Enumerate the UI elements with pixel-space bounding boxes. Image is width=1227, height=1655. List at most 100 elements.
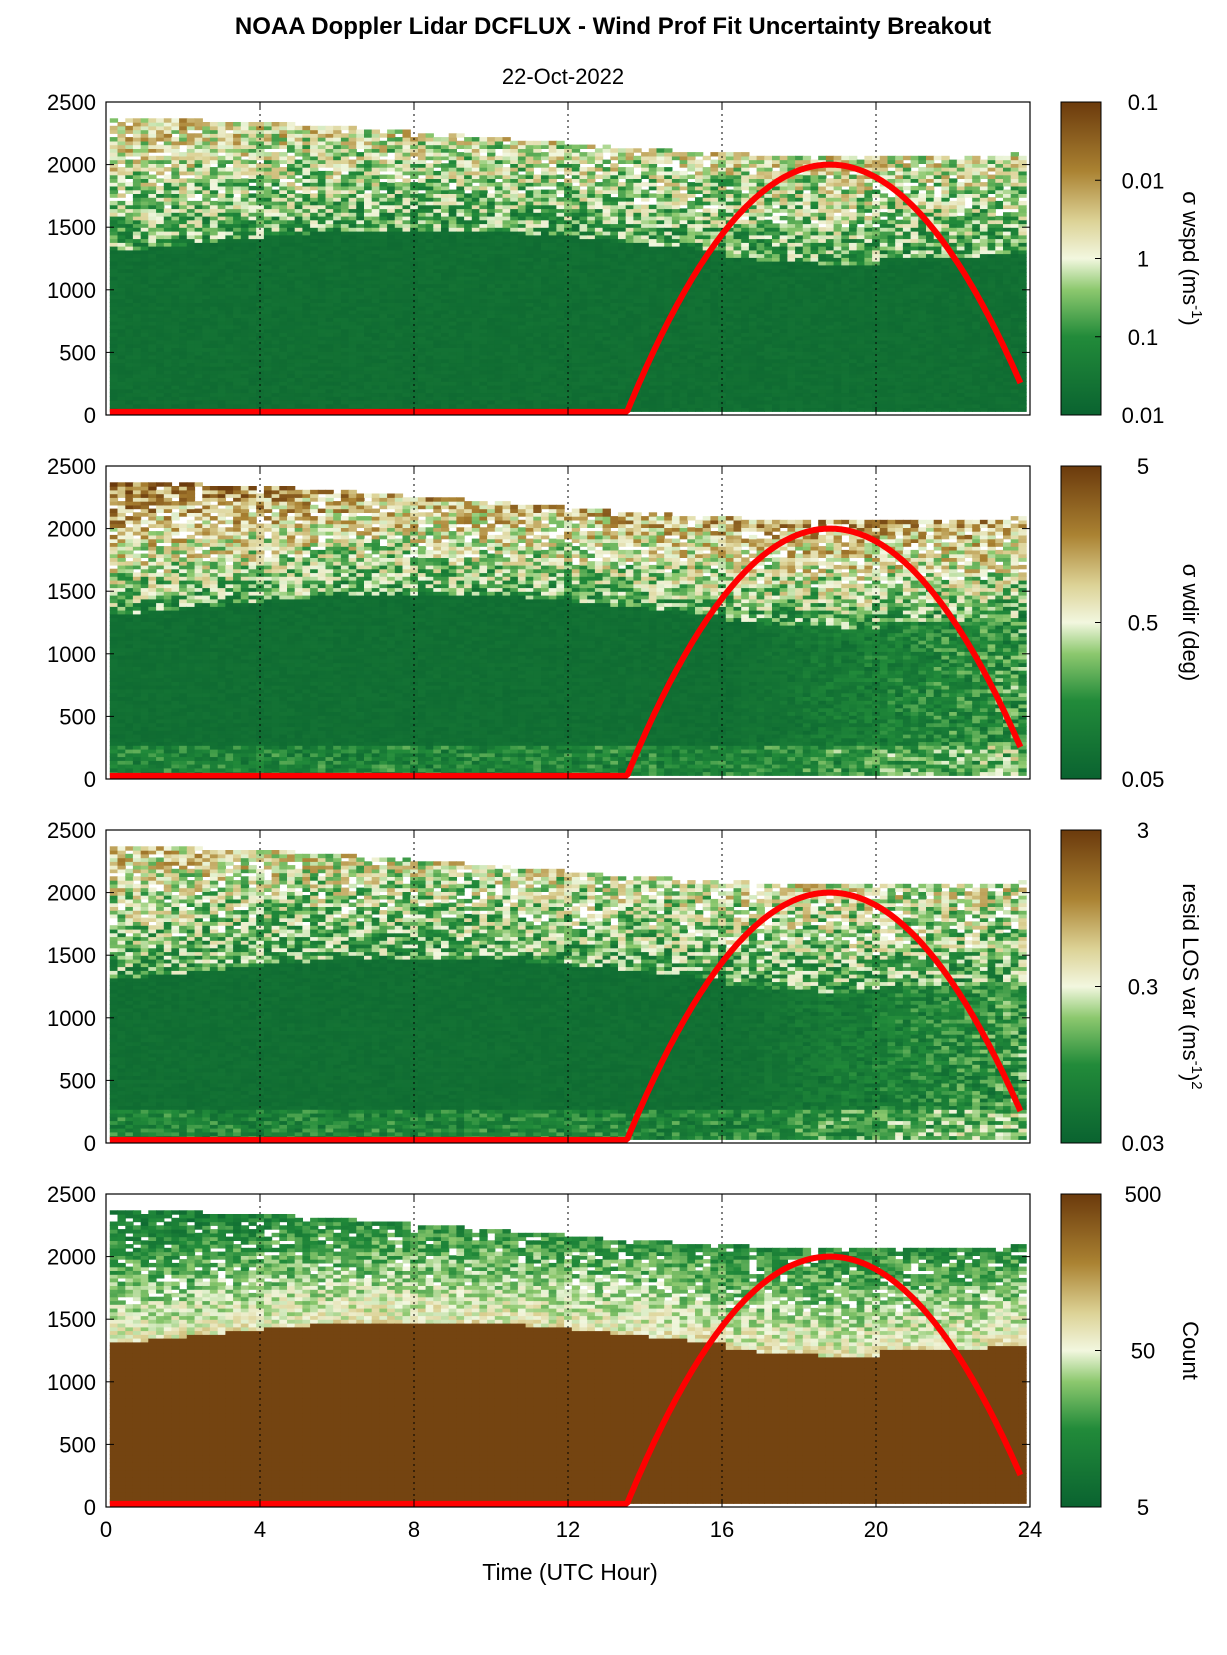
- heatmap-cell: [187, 325, 195, 329]
- heatmap-cell: [118, 306, 126, 310]
- heatmap-cell: [133, 374, 141, 378]
- heatmap-cell: [133, 167, 141, 171]
- heatmap-cell: [202, 212, 210, 216]
- heatmap-cell: [179, 381, 187, 385]
- heatmap-cell: [118, 280, 126, 284]
- heatmap-cell: [218, 366, 226, 370]
- heatmap-cell: [179, 205, 187, 209]
- heatmap-cell: [110, 355, 118, 359]
- heatmap-cell: [156, 246, 164, 250]
- heatmap-cell: [171, 393, 179, 397]
- heatmap-cell: [210, 347, 218, 351]
- heatmap-cell: [195, 239, 203, 243]
- heatmap-cell: [202, 381, 210, 385]
- heatmap-cell: [141, 239, 149, 243]
- heatmap-cell: [156, 220, 164, 224]
- heatmap-cell: [218, 393, 226, 397]
- heatmap-cell: [133, 321, 141, 325]
- heatmap-cell: [187, 299, 195, 303]
- heatmap-cell: [210, 340, 218, 344]
- heatmap-cell: [195, 261, 203, 265]
- heatmap-cell: [118, 366, 126, 370]
- heatmap-cell: [141, 265, 149, 269]
- heatmap-cell: [156, 156, 164, 160]
- heatmap-cell: [125, 160, 133, 164]
- heatmap-cell: [202, 254, 210, 258]
- heatmap-cell: [148, 118, 156, 122]
- heatmap-cell: [179, 254, 187, 258]
- heatmap-cell: [202, 359, 210, 363]
- heatmap-cell: [118, 201, 126, 205]
- heatmap-cell: [171, 280, 179, 284]
- heatmap-cell: [210, 287, 218, 291]
- heatmap-cell: [171, 299, 179, 303]
- heatmap-cell: [210, 186, 218, 190]
- heatmap-cell: [156, 374, 164, 378]
- heatmap-cell: [110, 385, 118, 389]
- heatmap-cell: [164, 178, 172, 182]
- heatmap-cell: [110, 254, 118, 258]
- heatmap-cell: [110, 137, 118, 141]
- heatmap-cell: [148, 280, 156, 284]
- heatmap-cell: [195, 118, 203, 122]
- heatmap-cell: [202, 366, 210, 370]
- heatmap-cell: [148, 193, 156, 197]
- heatmap-cell: [118, 239, 126, 243]
- heatmap-cell: [179, 393, 187, 397]
- heatmap-cell: [202, 265, 210, 269]
- heatmap-cell: [164, 145, 172, 149]
- heatmap-cell: [156, 137, 164, 141]
- heatmap-cell: [195, 325, 203, 329]
- heatmap-cell: [118, 381, 126, 385]
- heatmap-cell: [195, 359, 203, 363]
- heatmap-cell: [125, 359, 133, 363]
- heatmap-cell: [156, 261, 164, 265]
- heatmap-cell: [164, 126, 172, 130]
- heatmap-cell: [125, 126, 133, 130]
- heatmap-cell: [218, 347, 226, 351]
- heatmap-cell: [195, 265, 203, 269]
- heatmap-cell: [110, 246, 118, 250]
- heatmap-cell: [171, 366, 179, 370]
- heatmap-cell: [110, 212, 118, 216]
- heatmap-cell: [141, 205, 149, 209]
- heatmap-cell: [195, 178, 203, 182]
- heatmap-cell: [125, 287, 133, 291]
- heatmap-cell: [202, 186, 210, 190]
- heatmap-cell: [187, 321, 195, 325]
- heatmap-cell: [118, 145, 126, 149]
- heatmap-cell: [187, 381, 195, 385]
- heatmap-cell: [202, 299, 210, 303]
- heatmap-cell: [125, 400, 133, 404]
- heatmap-cell: [218, 385, 226, 389]
- heatmap-cell: [210, 325, 218, 329]
- heatmap-cell: [171, 347, 179, 351]
- heatmap-cell: [148, 160, 156, 164]
- heatmap-cell: [195, 393, 203, 397]
- heatmap-cell: [125, 299, 133, 303]
- heatmap-cell: [156, 340, 164, 344]
- heatmap-cell: [156, 231, 164, 235]
- heatmap-cell: [110, 186, 118, 190]
- heatmap-cell: [171, 272, 179, 276]
- heatmap-cell: [164, 254, 172, 258]
- heatmap-cell: [164, 400, 172, 404]
- heatmap-cell: [133, 227, 141, 231]
- heatmap-cell: [141, 381, 149, 385]
- heatmap-cell: [148, 212, 156, 216]
- heatmap-cell: [118, 152, 126, 156]
- heatmap-cell: [195, 321, 203, 325]
- heatmap-cell: [125, 137, 133, 141]
- heatmap-cell: [179, 332, 187, 336]
- heatmap-cell: [156, 171, 164, 175]
- heatmap-cell: [171, 355, 179, 359]
- heatmap-cell: [195, 160, 203, 164]
- heatmap-cell: [125, 145, 133, 149]
- heatmap-cell: [110, 171, 118, 175]
- heatmap-cell: [164, 299, 172, 303]
- heatmap-cell: [179, 299, 187, 303]
- heatmap-cell: [156, 299, 164, 303]
- heatmap-cell: [179, 325, 187, 329]
- heatmap-cell: [187, 205, 195, 209]
- heatmap-cell: [179, 212, 187, 216]
